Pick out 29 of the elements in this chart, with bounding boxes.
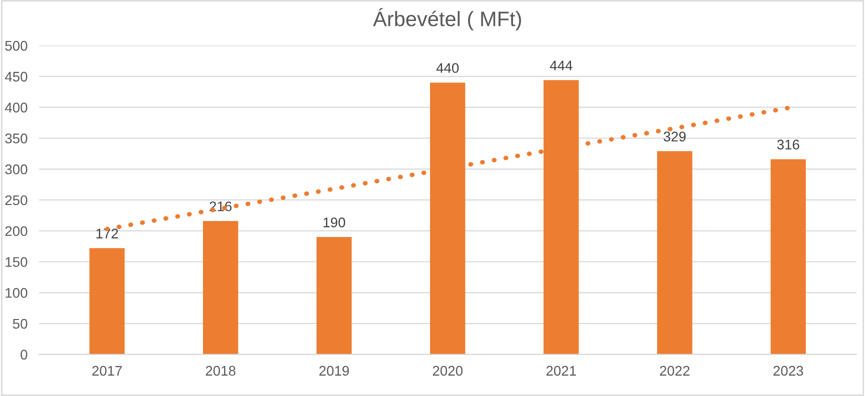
- x-tick-label: 2018: [206, 366, 236, 376]
- bar: [89, 248, 125, 354]
- bar: [657, 151, 692, 354]
- bar: [316, 237, 352, 354]
- x-tick-label: 2021: [546, 366, 576, 376]
- y-tick-label: 350: [5, 134, 28, 144]
- x-tick-label: 2019: [319, 366, 349, 376]
- y-tick-label: 500: [5, 40, 28, 51]
- data-label: 190: [324, 218, 346, 228]
- bar: [770, 159, 806, 354]
- y-tick-label: 100: [6, 288, 28, 298]
- y-tick-label: 0: [20, 350, 28, 360]
- y-tick-label: 150: [6, 257, 28, 267]
- y-tick-label: 450: [4, 72, 28, 82]
- y-tick-label: 250: [5, 195, 28, 206]
- data-label: 329: [664, 132, 686, 142]
- y-tick-label: 200: [5, 226, 28, 236]
- data-label: 316: [777, 140, 800, 150]
- x-tick-label: 2017: [92, 366, 122, 376]
- bar: [202, 220, 238, 354]
- chart-title: Árbevétel ( MFt): [373, 8, 522, 30]
- data-label: 444: [550, 60, 572, 70]
- y-tick-label: 50: [12, 318, 28, 329]
- y-tick-label: 300: [5, 164, 28, 174]
- x-tick-label: 2023: [773, 366, 804, 376]
- x-tick-label: 2022: [660, 366, 690, 376]
- x-tick-label: 2020: [432, 366, 463, 376]
- data-label: 440: [436, 63, 459, 73]
- y-tick-label: 400: [4, 102, 28, 112]
